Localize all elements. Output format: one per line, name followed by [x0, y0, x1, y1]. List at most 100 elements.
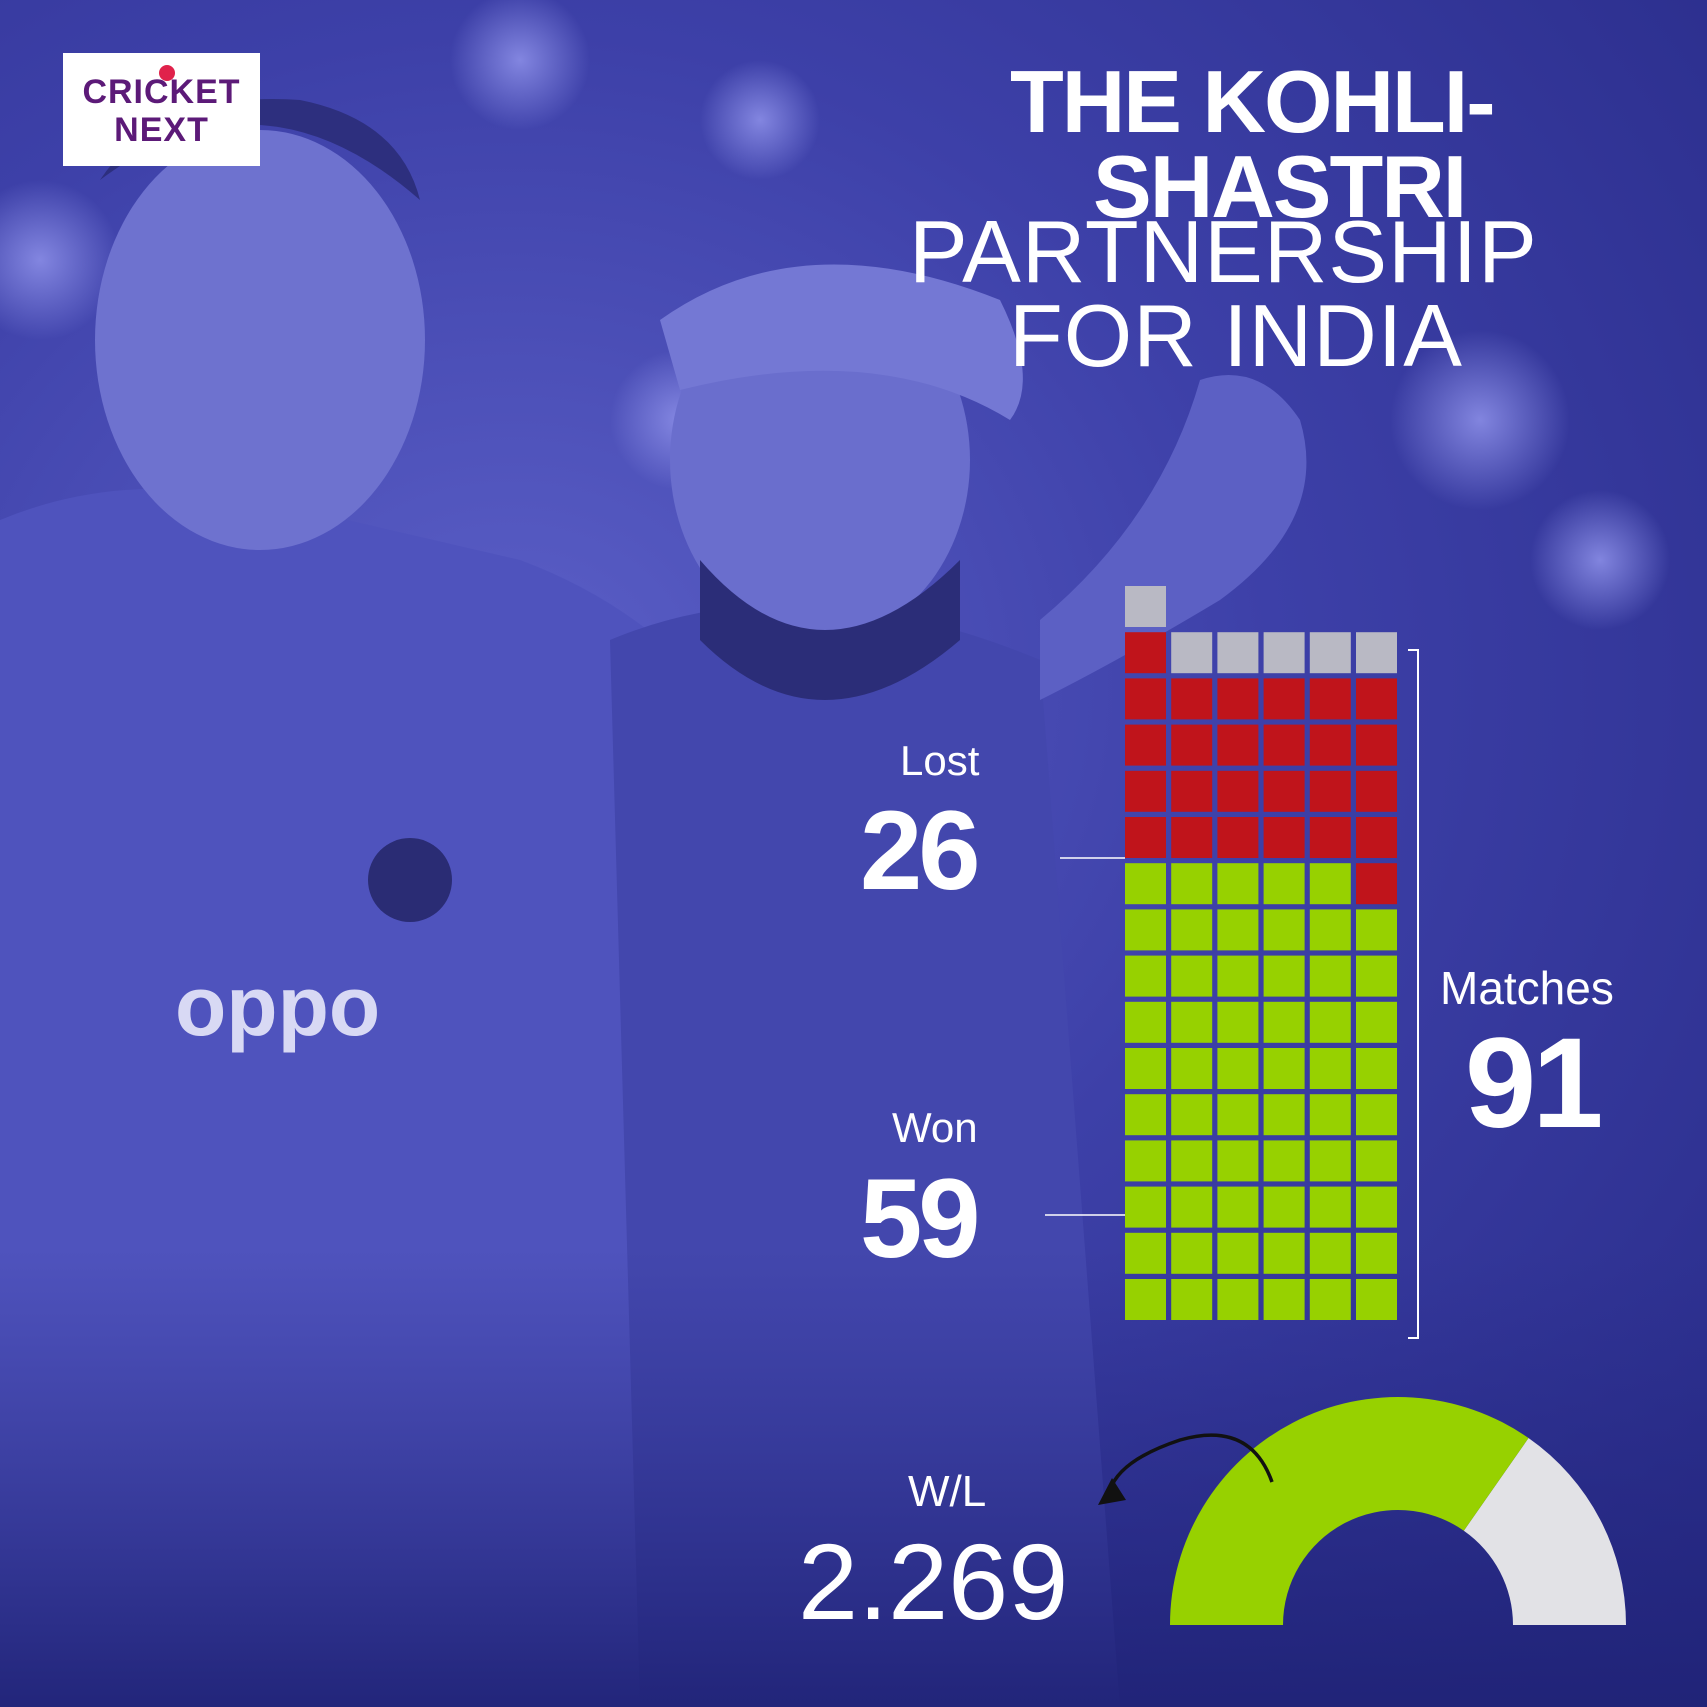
- waffle-cell-won: [1171, 1279, 1213, 1320]
- waffle-cell-lost: [1217, 724, 1259, 766]
- waffle-cell-won: [1217, 1001, 1259, 1043]
- waffle-cell-other: [1263, 632, 1305, 674]
- waffle-cell-lost: [1309, 770, 1351, 812]
- waffle-cell-other: [1309, 632, 1351, 674]
- waffle-cell-won: [1217, 1186, 1259, 1228]
- cricket-ball-icon: [159, 65, 175, 81]
- waffle-cell-won: [1125, 1048, 1166, 1089]
- matches-value: 91: [1465, 1012, 1603, 1155]
- waffle-cell-won: [1217, 1048, 1259, 1089]
- cricketnext-logo: CRICKET NEXT: [63, 53, 260, 166]
- waffle-cell-won: [1217, 1140, 1259, 1182]
- waffle-cell-lost: [1125, 770, 1166, 812]
- waffle-cell-won: [1356, 1186, 1397, 1228]
- waffle-cell-won: [1171, 1094, 1213, 1136]
- logo-line-1: CRICKET: [82, 73, 241, 111]
- leader-lines: [1045, 857, 1125, 1216]
- waffle-cell-won: [1263, 909, 1305, 951]
- waffle-cell-lost: [1356, 817, 1397, 858]
- waffle-cell-won: [1125, 1001, 1166, 1043]
- waffle-cell-lost: [1125, 817, 1166, 858]
- waffle-cell-other: [1217, 632, 1259, 674]
- gauge-won-arc: [1170, 1397, 1529, 1625]
- waffle-cell-lost: [1171, 817, 1213, 858]
- title-line-4: FOR INDIA: [1009, 286, 1463, 385]
- waffle-cell-won: [1356, 1232, 1397, 1274]
- waffle-cell-lost: [1217, 817, 1259, 858]
- waffle-cell-won: [1125, 909, 1166, 951]
- waffle-cell-other: [1125, 586, 1166, 627]
- waffle-cell-lost: [1171, 678, 1213, 720]
- waffle-cell-won: [1309, 1001, 1351, 1043]
- waffle-cell-won: [1125, 1279, 1166, 1320]
- waffle-cell-won: [1356, 1048, 1397, 1089]
- waffle-cells: [1125, 586, 1397, 1320]
- waffle-cell-lost: [1263, 678, 1305, 720]
- wl-label: W/L: [908, 1467, 987, 1516]
- waffle-cell-lost: [1263, 770, 1305, 812]
- waffle-cell-lost: [1125, 724, 1166, 766]
- waffle-cell-won: [1217, 1094, 1259, 1136]
- waffle-cell-won: [1309, 955, 1351, 997]
- waffle-cell-won: [1309, 1186, 1351, 1228]
- title-line-2: SHASTRI: [1093, 137, 1467, 236]
- waffle-cell-lost: [1356, 724, 1397, 766]
- waffle-cell-lost: [1217, 678, 1259, 720]
- waffle-cell-won: [1309, 1232, 1351, 1274]
- waffle-cell-won: [1125, 1094, 1166, 1136]
- wl-value: 2.269: [798, 1521, 1069, 1642]
- waffle-cell-lost: [1309, 678, 1351, 720]
- waffle-cell-lost: [1263, 724, 1305, 766]
- waffle-cell-other: [1171, 632, 1213, 674]
- logo-line-2: NEXT: [114, 111, 209, 149]
- waffle-cell-won: [1125, 863, 1166, 905]
- waffle-cell-won: [1263, 1186, 1305, 1228]
- won-value: 59: [860, 1156, 981, 1281]
- waffle-cell-lost: [1171, 770, 1213, 812]
- waffle-cell-won: [1356, 1279, 1397, 1320]
- arrow-head-icon: [1098, 1478, 1126, 1505]
- waffle-cell-won: [1217, 1232, 1259, 1274]
- waffle-cell-won: [1309, 1279, 1351, 1320]
- waffle-cell-won: [1356, 1001, 1397, 1043]
- waffle-cell-won: [1125, 1140, 1166, 1182]
- waffle-cell-won: [1263, 863, 1305, 905]
- waffle-cell-lost: [1217, 770, 1259, 812]
- waffle-cell-lost: [1263, 817, 1305, 858]
- waffle-cell-won: [1217, 909, 1259, 951]
- waffle-cell-won: [1263, 955, 1305, 997]
- waffle-cell-lost: [1309, 724, 1351, 766]
- waffle-cell-won: [1309, 1048, 1351, 1089]
- waffle-cell-won: [1356, 955, 1397, 997]
- waffle-cell-other: [1356, 632, 1397, 674]
- waffle-cell-won: [1217, 863, 1259, 905]
- waffle-cell-won: [1263, 1140, 1305, 1182]
- waffle-cell-won: [1125, 1186, 1166, 1228]
- waffle-cell-lost: [1356, 678, 1397, 720]
- waffle-cell-won: [1309, 909, 1351, 951]
- waffle-cell-lost: [1171, 724, 1213, 766]
- waffle-cell-won: [1125, 955, 1166, 997]
- waffle-cell-won: [1171, 1232, 1213, 1274]
- title-line-3: PARTNERSHIP: [909, 202, 1538, 301]
- waffle-cell-won: [1263, 1094, 1305, 1136]
- waffle-cell-won: [1171, 1048, 1213, 1089]
- waffle-cell-won: [1309, 1094, 1351, 1136]
- matches-label: Matches: [1440, 962, 1614, 1014]
- lost-label: Lost: [900, 737, 980, 784]
- waffle-cell-won: [1171, 909, 1213, 951]
- waffle-cell-won: [1309, 1140, 1351, 1182]
- waffle-cell-won: [1263, 1048, 1305, 1089]
- waffle-cell-lost: [1309, 817, 1351, 858]
- waffle-cell-won: [1263, 1001, 1305, 1043]
- waffle-cell-lost: [1125, 678, 1166, 720]
- arrow-curve: [1108, 1433, 1274, 1491]
- waffle-cell-won: [1217, 955, 1259, 997]
- matches-bracket: [1408, 649, 1419, 1339]
- waffle-cell-won: [1263, 1232, 1305, 1274]
- waffle-cell-won: [1171, 863, 1213, 905]
- waffle-cell-won: [1217, 1279, 1259, 1320]
